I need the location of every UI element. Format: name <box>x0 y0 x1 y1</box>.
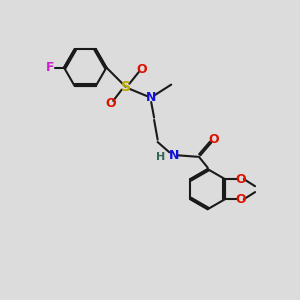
Text: S: S <box>121 80 130 94</box>
Text: F: F <box>46 61 55 74</box>
Text: N: N <box>146 92 156 104</box>
Text: H: H <box>156 152 165 162</box>
Text: O: O <box>235 193 246 206</box>
Text: O: O <box>105 97 116 110</box>
Text: O: O <box>235 172 246 186</box>
Text: N: N <box>169 149 179 162</box>
Text: O: O <box>208 133 219 146</box>
Text: O: O <box>136 62 147 76</box>
